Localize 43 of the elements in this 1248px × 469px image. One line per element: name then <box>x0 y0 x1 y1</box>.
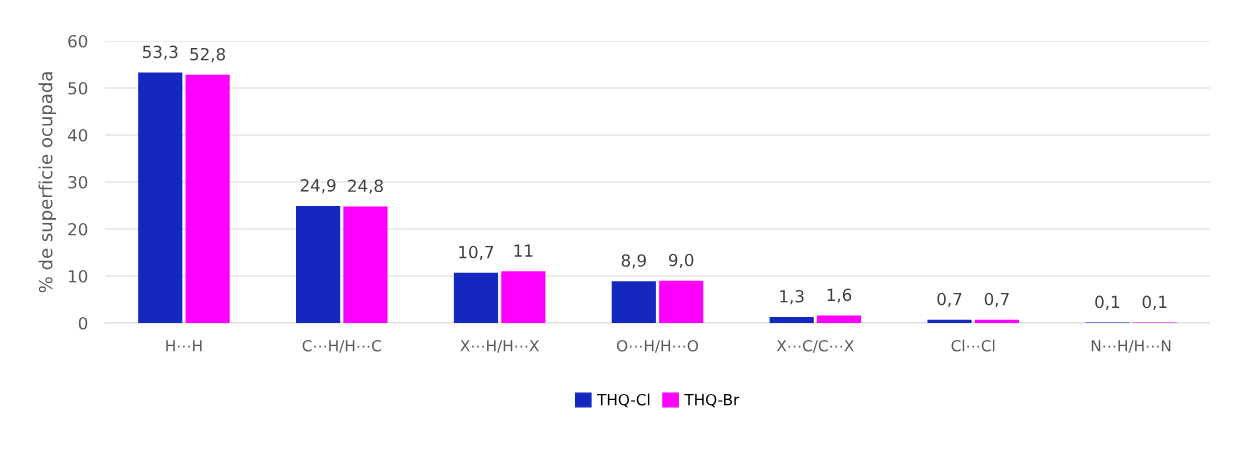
x-tick-label: O⋯H/H⋯O <box>616 339 698 353</box>
y-tick-label: 40 <box>67 128 88 142</box>
bar <box>501 271 546 323</box>
x-tick-label: X⋯H/H⋯X <box>460 340 539 353</box>
x-tick-label: H⋯H <box>166 340 202 352</box>
data-label: 9,0 <box>668 253 694 269</box>
y-tick-label: 10 <box>68 269 88 283</box>
y-axis-title: % de superficie ocupada <box>38 72 57 293</box>
y-tick-label: 0 <box>78 316 88 330</box>
bar <box>185 74 230 323</box>
data-label: 0,7 <box>984 292 1009 308</box>
x-tick-label: N⋯H/H⋯N <box>1091 340 1171 353</box>
bar <box>296 205 341 323</box>
y-tick-label: 60 <box>68 34 88 48</box>
bar <box>816 315 862 323</box>
bar <box>453 272 499 323</box>
y-tick-label: 30 <box>68 175 88 189</box>
legend-label: THQ-Br <box>684 393 740 408</box>
y-tick-label: 50 <box>68 81 88 95</box>
data-label: 53,3 <box>142 45 178 60</box>
x-tick-label: C⋯H/H⋯C <box>302 339 381 353</box>
bar <box>138 72 183 323</box>
bar <box>343 206 388 323</box>
x-tick-label: X⋯C/C⋯X <box>776 339 854 353</box>
data-label: 8,9 <box>621 254 646 269</box>
data-label: 11 <box>514 244 533 257</box>
legend-label: THQ-Cl <box>597 393 650 408</box>
data-label: 52,8 <box>190 47 226 63</box>
bar <box>769 316 814 323</box>
data-label: 24,8 <box>348 179 383 194</box>
bar <box>927 319 972 323</box>
bar <box>611 281 656 323</box>
bar <box>974 319 1019 323</box>
data-label: 0,1 <box>1095 295 1120 310</box>
bar <box>659 280 704 323</box>
data-label: 0,7 <box>937 292 962 308</box>
x-tick-label: Cl⋯Cl <box>951 339 995 352</box>
data-label: 1,3 <box>780 289 804 305</box>
data-label: 10,7 <box>459 245 494 261</box>
y-tick-label: 20 <box>68 222 88 236</box>
data-label: 0,1 <box>1142 295 1167 310</box>
data-label: 24,9 <box>300 179 336 194</box>
data-label: 1,6 <box>827 288 852 303</box>
